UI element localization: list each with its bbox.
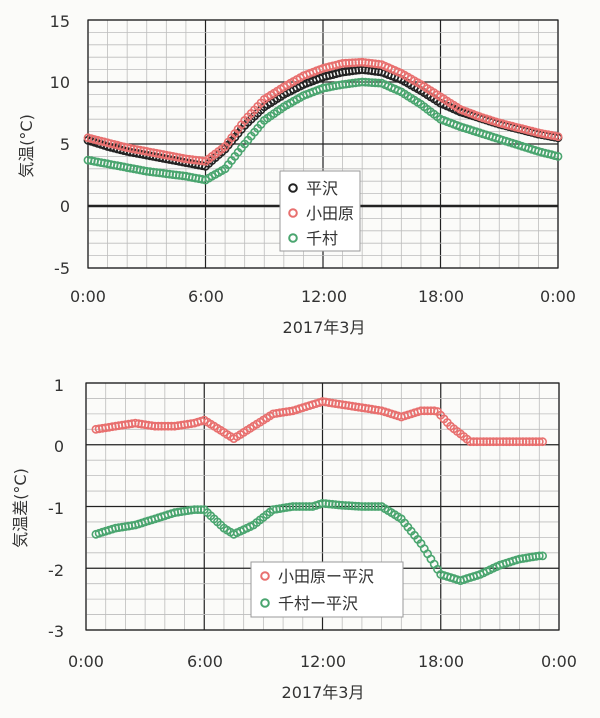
bottom-y-tick-labels: 1 0 -1 -2 -3 [48, 376, 64, 641]
top-x-tick-label: 12:00 [301, 287, 347, 306]
top-x-tick-label: 0:00 [540, 287, 576, 306]
bottom-x-tick-label: 6:00 [187, 652, 223, 671]
bottom-x-axis-title: 2017年3月 [282, 683, 365, 702]
top-legend: 平沢 小田原 千村 [279, 170, 361, 252]
top-data-marks [83, 57, 563, 185]
top-chart: 15 10 5 0 -5 0:00 6:00 12:00 18:00 0:00 … [17, 12, 576, 337]
top-x-axis-title: 2017年3月 [283, 318, 366, 337]
data-point-odawara [538, 437, 547, 447]
data-point-semura [534, 551, 544, 561]
bottom-data-marks [91, 397, 547, 585]
bottom-x-tick-labels: 0:00 6:00 12:00 18:00 0:00 [68, 652, 577, 671]
top-legend-label: 千村 [306, 229, 338, 248]
bottom-y-tick-label: -3 [48, 622, 64, 641]
bottom-x-tick-label: 12:00 [300, 652, 346, 671]
legend-marker-semura-diff [260, 598, 270, 608]
legend-marker-semura [288, 233, 298, 243]
bottom-legend-label: 小田原ー平沢 [278, 567, 374, 586]
data-point-odawara [534, 437, 544, 447]
top-x-tick-label: 0:00 [70, 287, 106, 306]
bottom-legend: 小田原ー平沢 千村ー平沢 [250, 561, 404, 618]
bottom-y-axis-title: 気温差(°C) [11, 468, 30, 548]
data-point-semura [553, 151, 563, 161]
top-y-tick-label: 5 [60, 135, 70, 154]
top-y-tick-label: 0 [60, 197, 70, 216]
top-x-tick-label: 6:00 [188, 287, 224, 306]
top-y-tick-labels: 15 10 5 0 -5 [50, 12, 70, 278]
top-y-tick-label: 10 [50, 73, 70, 92]
top-y-tick-label: -5 [54, 259, 70, 278]
plot-frame [85, 382, 560, 631]
bottom-y-tick-label: 1 [54, 376, 64, 395]
bottom-x-tick-label: 18:00 [418, 652, 464, 671]
bottom-y-tick-label: 0 [54, 437, 64, 456]
data-point-odawara [553, 132, 563, 141]
bottom-chart: 1 0 -1 -2 -3 0:00 6:00 12:00 18:00 0:00 … [11, 376, 577, 702]
bottom-grid [85, 382, 560, 631]
top-legend-label: 小田原 [306, 204, 354, 223]
bottom-x-tick-label: 0:00 [541, 652, 577, 671]
legend-marker-odawara-diff [260, 571, 270, 581]
bottom-x-tick-label: 0:00 [68, 652, 104, 671]
legend-marker-odawara [288, 208, 298, 218]
legend-marker-hirasawa [288, 183, 298, 193]
bottom-y-tick-label: -1 [48, 499, 64, 518]
top-legend-label: 平沢 [306, 179, 338, 198]
top-x-tick-labels: 0:00 6:00 12:00 18:00 0:00 [70, 287, 576, 306]
top-y-axis-title: 気温(°C) [17, 114, 36, 178]
bottom-y-tick-label: -2 [48, 561, 64, 580]
top-y-tick-label: 15 [50, 12, 70, 31]
top-x-tick-label: 18:00 [418, 287, 464, 306]
data-point-semura [538, 551, 547, 561]
bottom-legend-label: 千村ー平沢 [278, 594, 358, 613]
